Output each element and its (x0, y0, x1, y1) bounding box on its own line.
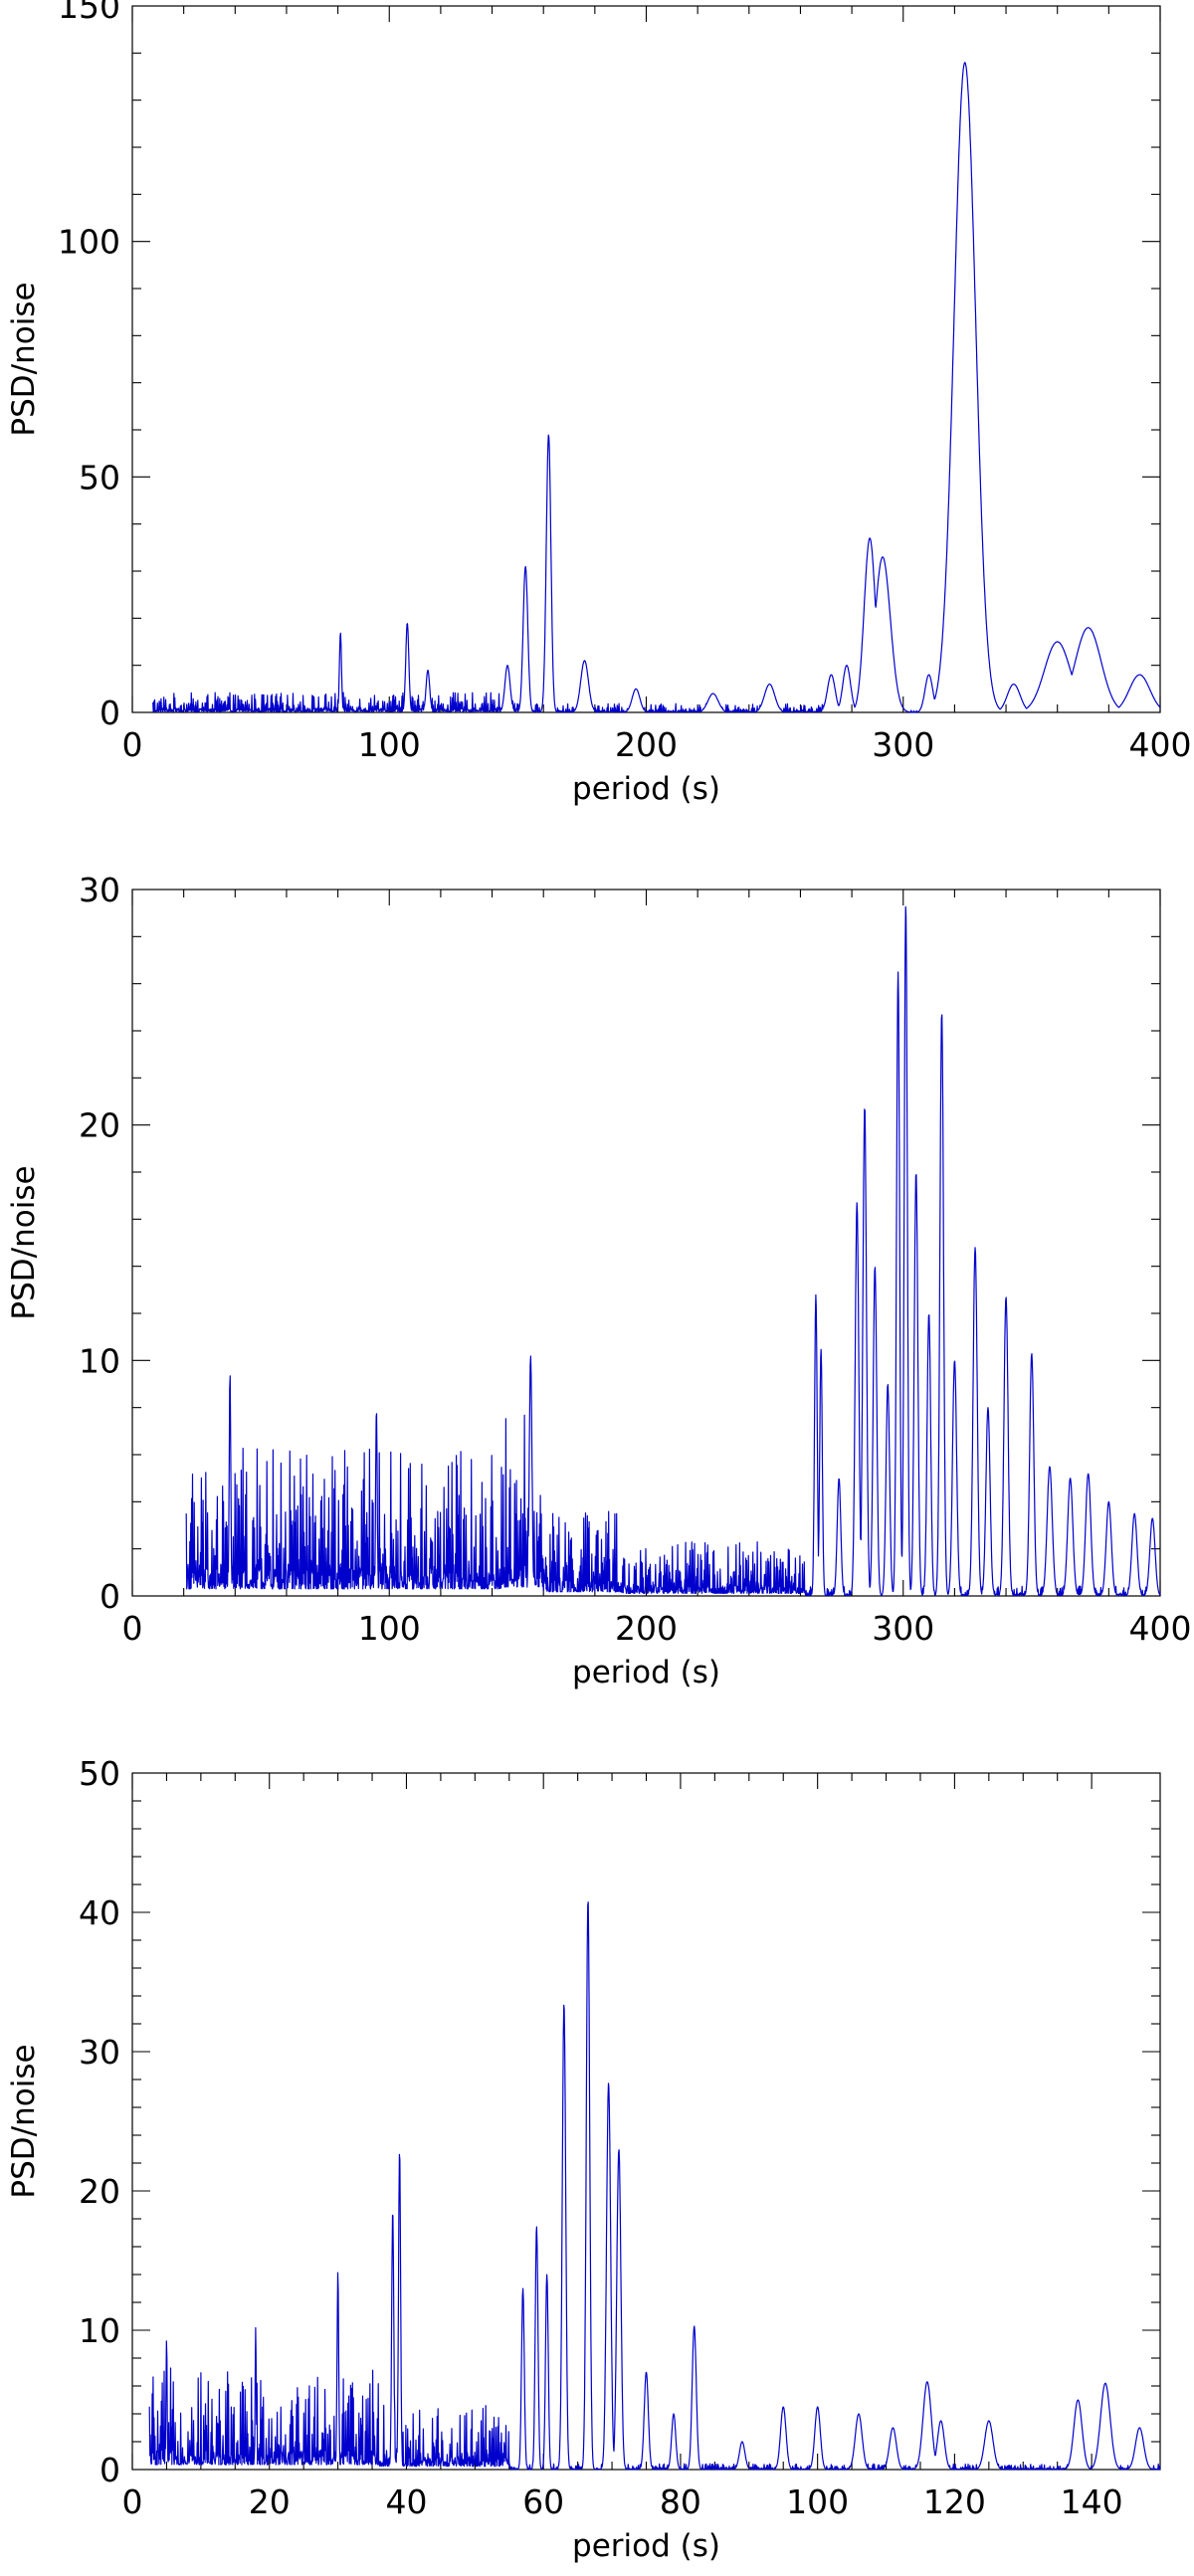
x-tick-label: 400 (1129, 725, 1192, 764)
y-tick-label: 0 (100, 1577, 120, 1616)
plot-frame (131, 1772, 1161, 2471)
y-tick-label: 100 (58, 223, 120, 262)
x-tick-label: 20 (249, 2482, 291, 2521)
x-axis-label: period (s) (572, 771, 720, 807)
y-tick-label: 50 (79, 458, 120, 496)
plot-frame (131, 5, 1161, 713)
x-tick-label: 100 (786, 2482, 849, 2521)
y-tick-label: 150 (58, 0, 120, 26)
plot-frame (131, 889, 1161, 1597)
x-tick-label: 200 (615, 725, 678, 764)
x-tick-label: 300 (872, 725, 934, 764)
y-axis-label: PSD/noise (6, 2044, 42, 2198)
x-tick-label: 40 (385, 2482, 427, 2521)
y-tick-label: 30 (79, 2033, 120, 2072)
psd-chart-1: 0 100 200 300 400 0 50 100 150 period (s) PSD/nois… (6, 0, 1192, 807)
psd-chart-3: 0 20 40 60 80 100 120 140 0 10 20 30 40 50 period (s) P… (6, 1754, 1161, 2564)
x-tick-label: 100 (358, 725, 421, 764)
x-tick-label: 120 (923, 2482, 986, 2521)
x-axis-label: period (s) (572, 2528, 720, 2564)
x-tick-label: 140 (1061, 2482, 1123, 2521)
x-tick-label: 0 (122, 1609, 143, 1648)
y-tick-label: 0 (100, 2451, 120, 2489)
y-tick-label: 10 (79, 2311, 120, 2350)
psd-chart-2: 0 100 200 300 400 0 10 20 30 period (s) PSD/noise (6, 871, 1192, 1690)
x-tick-label: 0 (122, 725, 143, 764)
x-tick-label: 400 (1129, 1609, 1192, 1648)
y-axis-label: PSD/noise (6, 1165, 42, 1319)
x-axis-label: period (s) (572, 1655, 720, 1690)
y-axis-label: PSD/noise (6, 282, 42, 436)
x-tick-label: 100 (358, 1609, 421, 1648)
x-tick-label: 300 (872, 1609, 934, 1648)
y-tick-label: 0 (100, 694, 120, 732)
y-tick-label: 10 (79, 1341, 120, 1380)
x-tick-label: 200 (615, 1609, 678, 1648)
x-tick-label: 80 (660, 2482, 701, 2521)
y-tick-label: 30 (79, 871, 120, 909)
psd-series-line (152, 62, 1161, 713)
y-tick-label: 20 (79, 2172, 120, 2211)
y-tick-label: 20 (79, 1106, 120, 1145)
psd-series-line (185, 905, 1161, 1597)
psd-series-line (148, 1901, 1161, 2471)
y-tick-label: 40 (79, 1893, 120, 1932)
y-tick-label: 50 (79, 1754, 120, 1793)
x-tick-label: 60 (522, 2482, 564, 2521)
x-tick-label: 0 (122, 2482, 143, 2521)
